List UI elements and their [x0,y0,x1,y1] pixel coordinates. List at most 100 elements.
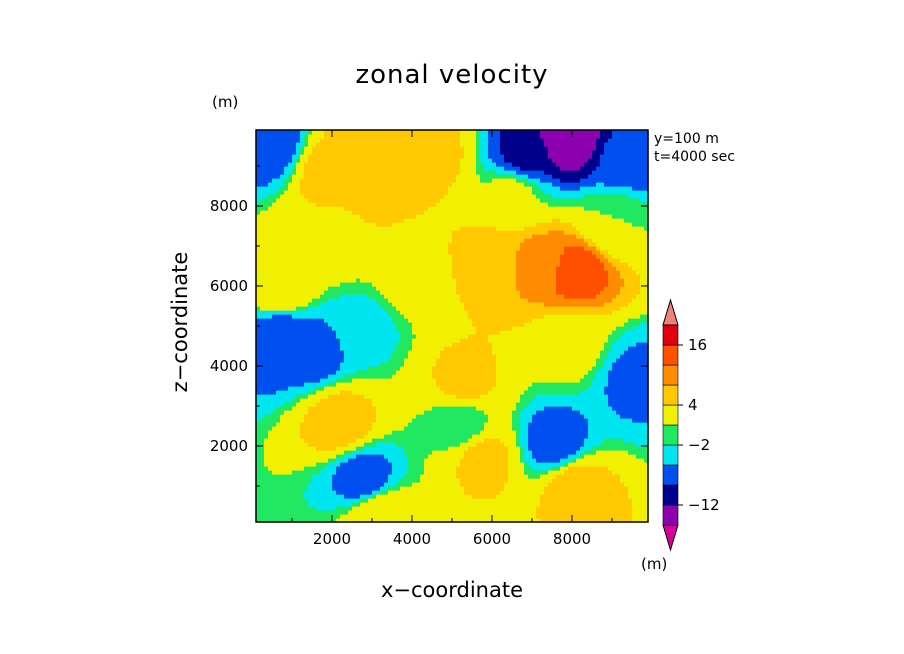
field-cell [356,346,361,351]
field-cell [604,350,609,355]
field-cell [492,490,497,495]
field-cell [376,410,381,415]
field-cell [588,370,593,375]
field-cell [388,450,393,455]
field-cell [496,414,501,419]
field-cell [348,350,353,355]
field-cell [264,502,269,507]
field-cell [292,482,297,487]
field-cell [620,462,625,467]
field-cell [460,510,465,515]
field-cell [520,422,525,427]
field-cell [504,394,509,399]
field-cell [516,318,521,323]
field-cell [384,402,389,407]
field-cell [536,366,541,371]
field-cell [528,402,533,407]
field-cell [472,462,477,467]
field-cell [472,366,477,371]
field-cell [532,346,537,351]
field-cell [324,418,329,423]
field-cell [572,486,577,491]
field-cell [636,414,641,419]
field-cell [544,394,549,399]
field-cell [380,514,385,519]
field-cell [272,414,277,419]
field-cell [444,390,449,395]
field-cell [432,482,437,487]
field-cell [612,438,617,443]
field-cell [344,414,349,419]
field-cell [540,434,545,439]
field-cell [612,510,617,515]
field-cell [380,518,385,523]
field-cell [520,366,525,371]
field-cell [580,510,585,515]
field-cell [372,490,377,495]
field-cell [640,426,645,431]
field-cell [436,426,441,431]
field-cell [492,486,497,491]
field-cell [436,450,441,455]
field-cell [348,458,353,463]
field-cell [576,510,581,515]
field-cell [396,334,401,339]
field-cell [584,354,589,359]
field-cell [372,382,377,387]
field-cell [556,414,561,419]
field-cell [584,474,589,479]
field-cell [568,506,573,511]
field-cell [524,414,529,419]
field-cell [464,334,469,339]
field-cell [632,482,637,487]
field-cell [644,350,649,355]
field-cell [532,450,537,455]
field-cell [580,326,585,331]
field-cell [384,506,389,511]
field-cell [480,482,485,487]
field-cell [420,462,425,467]
field-cell [588,482,593,487]
field-cell [364,406,369,411]
field-cell [536,374,541,379]
field-cell [568,366,573,371]
field-cell [308,450,313,455]
field-cell [388,318,393,323]
field-cell [288,318,293,323]
field-cell [384,446,389,451]
field-cell [328,382,333,387]
field-cell [464,434,469,439]
field-cell [464,490,469,495]
field-cell [636,490,641,495]
field-cell [276,518,281,523]
field-cell [560,510,565,515]
field-cell [328,342,333,347]
field-cell [436,434,441,439]
field-cell [572,362,577,367]
field-cell [280,322,285,327]
field-cell [348,342,353,347]
field-cell [568,494,573,499]
field-cell [316,502,321,507]
field-cell [272,454,277,459]
field-cell [256,362,261,367]
field-cell [468,394,473,399]
field-cell [596,382,601,387]
field-cell [312,346,317,351]
field-cell [360,426,365,431]
field-cell [256,462,261,467]
field-cell [428,378,433,383]
field-cell [280,430,285,435]
field-cell [560,518,565,523]
field-cell [448,406,453,411]
field-cell [328,506,333,511]
field-cell [448,334,453,339]
field-cell [436,378,441,383]
field-cell [612,318,617,323]
field-cell [444,450,449,455]
field-cell [420,382,425,387]
field-cell [524,442,529,447]
field-cell [592,514,597,519]
field-cell [536,454,541,459]
field-cell [608,366,613,371]
